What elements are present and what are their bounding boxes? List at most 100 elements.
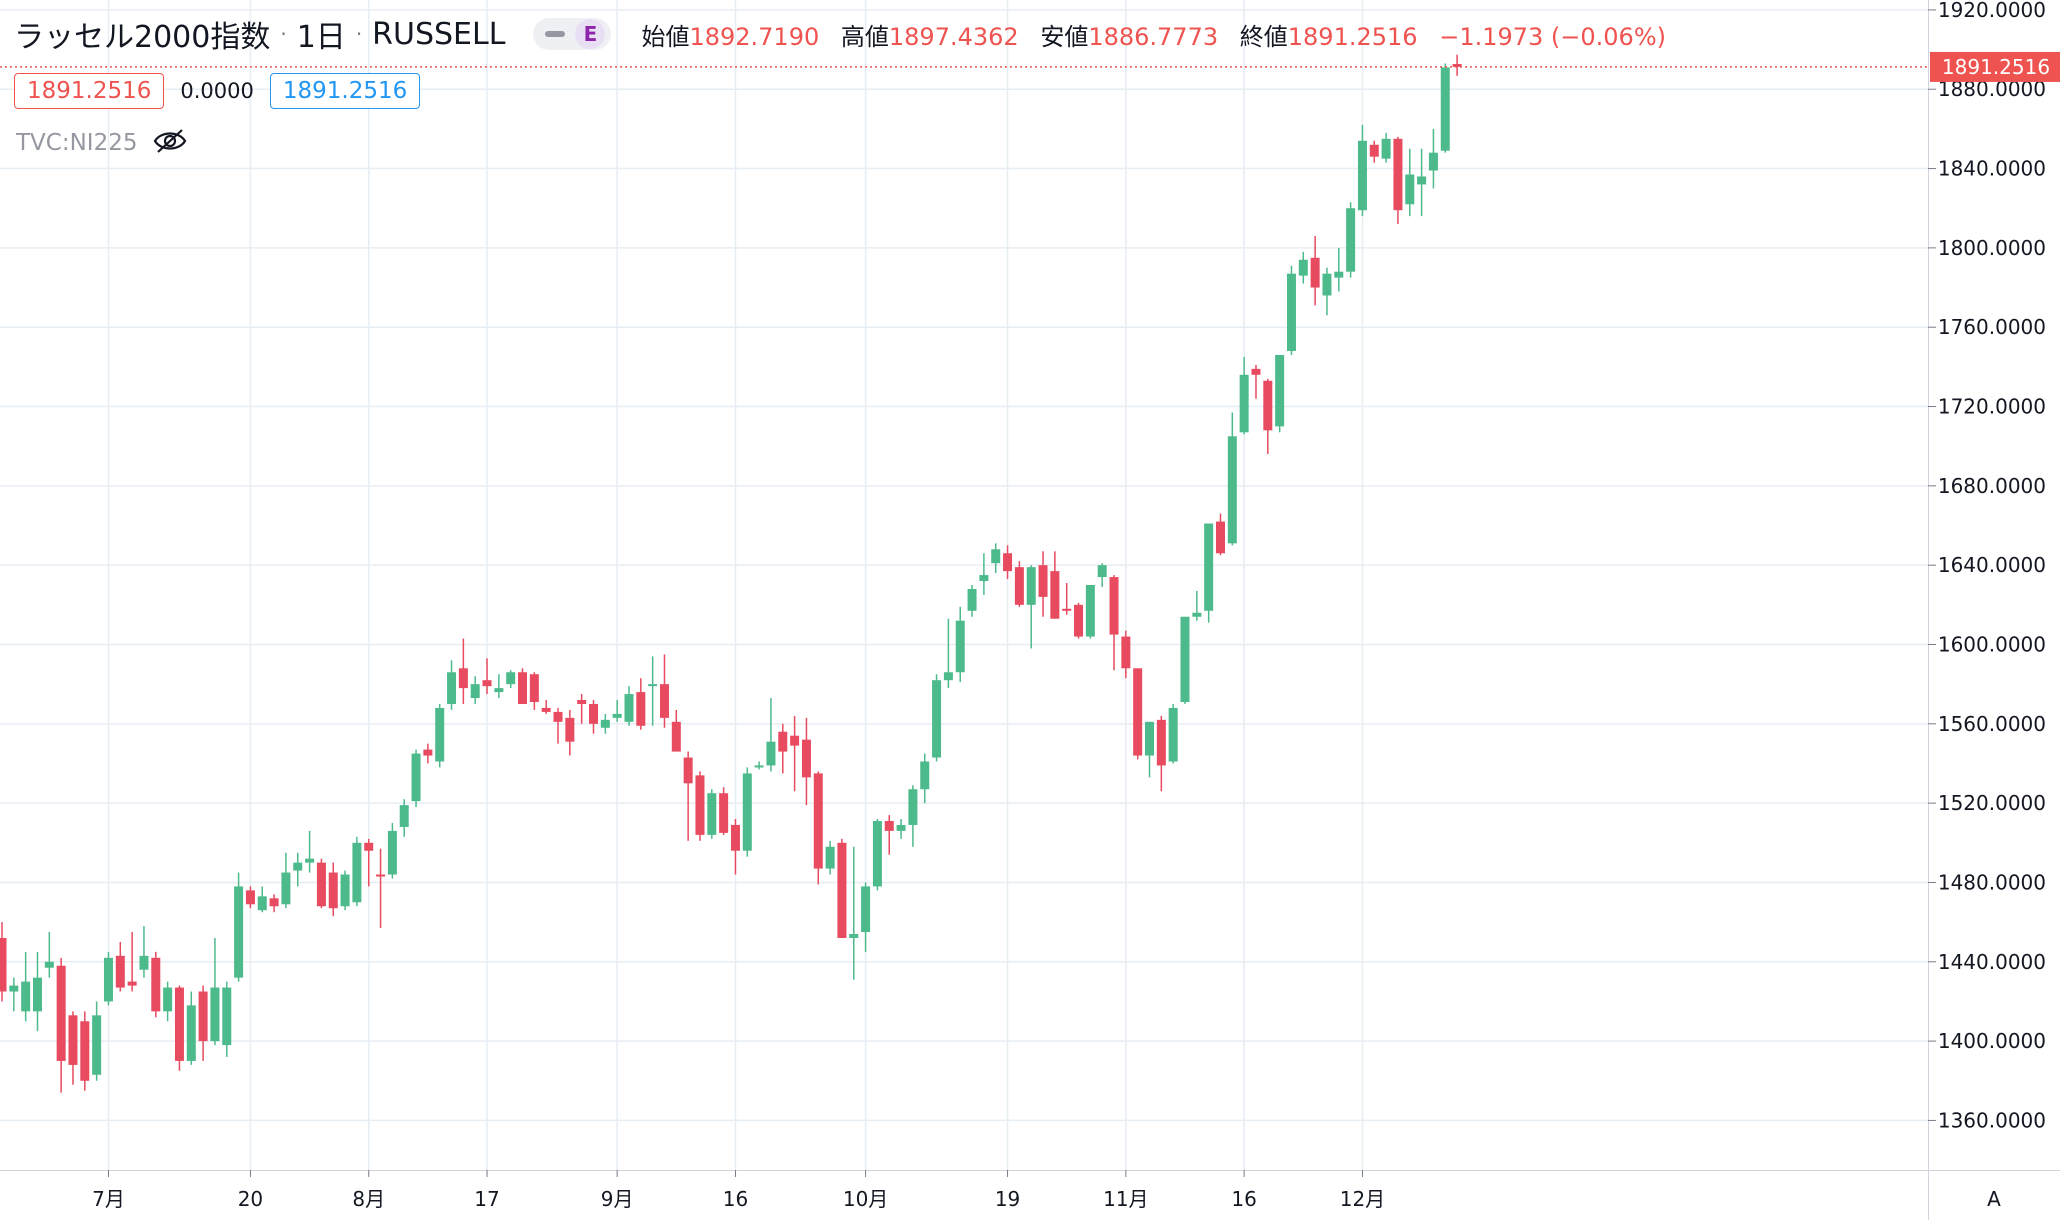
candle-body (837, 842, 847, 938)
candle-body (257, 896, 267, 911)
candle-body (896, 824, 906, 831)
y-tick-label: 1360.0000 (1938, 1108, 2046, 1132)
candle-body (920, 761, 930, 790)
candle (1215, 513, 1225, 556)
low-value: 1886.7773 (1088, 22, 1219, 51)
candle (636, 678, 646, 730)
candle-body (932, 680, 942, 758)
high-label: 高値 (840, 22, 889, 51)
candle (612, 700, 622, 722)
candle (222, 981, 232, 1057)
collapse-icon[interactable] (545, 31, 566, 37)
candle-body (1275, 354, 1285, 427)
candle (813, 771, 823, 885)
candle (1405, 148, 1415, 217)
eye-hidden-icon[interactable] (153, 128, 187, 158)
candle-body (683, 757, 693, 784)
candle-body (730, 824, 740, 851)
candle (719, 787, 729, 835)
candle (754, 761, 764, 770)
price-axis: 1920.00001880.00001840.00001800.00001760… (1928, 0, 2046, 1132)
candle-body (1393, 138, 1403, 211)
candle-body (470, 684, 480, 699)
candle (1239, 356, 1249, 435)
candle (399, 799, 409, 837)
candle (1204, 523, 1214, 623)
last-price-tag: 1891.2516 (1930, 51, 2060, 82)
ohlc-values: 始値1892.7190 高値1897.4362 安値1886.7773 終値18… (641, 17, 1666, 52)
interval-label[interactable]: 1日 (296, 20, 346, 55)
candle-body (127, 981, 137, 986)
status-badge[interactable]: E (533, 18, 612, 50)
candle-body (1251, 368, 1261, 375)
candle-body (234, 886, 244, 978)
candle (1417, 148, 1427, 217)
candle-body (281, 872, 291, 905)
title-separator: · (355, 22, 363, 46)
candle-body (955, 620, 965, 673)
auto-scale-button[interactable]: A (1987, 1187, 2001, 1211)
candle (115, 941, 125, 992)
buy-price-button[interactable]: 1891.2516 (269, 73, 421, 109)
candle (1003, 545, 1013, 580)
candle-body (707, 793, 717, 835)
candle-body (293, 862, 303, 871)
change-value: −1.1973 (−0.06%) (1439, 22, 1666, 51)
candle-body (1322, 273, 1332, 296)
candle (198, 985, 208, 1061)
candle (494, 674, 504, 699)
y-tick-label: 1920.0000 (1938, 0, 2046, 22)
candle-body (411, 753, 421, 802)
candle-body (1145, 721, 1155, 756)
candle-body (1346, 208, 1356, 272)
candle-body (813, 773, 823, 869)
y-tick-label: 1720.0000 (1938, 395, 2046, 419)
candle (671, 709, 681, 752)
candle-body (1133, 668, 1143, 756)
event-badge[interactable]: E (575, 19, 606, 49)
candle-body (825, 846, 835, 869)
y-tick-label: 1440.0000 (1938, 950, 2046, 974)
candle-body (991, 549, 1001, 564)
candle (411, 749, 421, 808)
candle-body (32, 977, 42, 1012)
candle (801, 717, 811, 806)
candle (163, 981, 173, 1022)
candle (1038, 551, 1048, 617)
candle (1227, 412, 1237, 546)
candle-body (1062, 608, 1072, 611)
candle-body (577, 700, 587, 704)
candle-body (1263, 380, 1273, 431)
candle-body (636, 692, 646, 726)
x-tick-label: 11月 (1103, 1187, 1148, 1211)
candle (979, 553, 989, 595)
candle (943, 618, 953, 689)
compare-symbol[interactable]: TVC:NI225 (16, 130, 138, 156)
candle-body (778, 731, 788, 752)
candle-body (1097, 565, 1107, 578)
candle-body (695, 775, 705, 835)
symbol-title[interactable]: ラッセル2000指数 (14, 20, 271, 55)
candle (849, 846, 859, 980)
candle-body (1121, 636, 1131, 669)
y-tick-label: 1480.0000 (1938, 870, 2046, 894)
candle-body (1405, 174, 1415, 205)
candle (139, 926, 149, 978)
candle (210, 937, 220, 1046)
candle-body (1168, 707, 1178, 762)
sell-price-button[interactable]: 1891.2516 (14, 73, 165, 109)
y-tick-label: 1560.0000 (1938, 712, 2046, 736)
candle (730, 819, 740, 875)
y-tick-label: 1680.0000 (1938, 474, 2046, 498)
candle (1357, 124, 1367, 217)
candle-body (1156, 719, 1166, 766)
candle (1286, 265, 1296, 355)
candle-body (435, 707, 445, 762)
candle (896, 819, 906, 839)
candle (1085, 585, 1095, 639)
candle (1452, 54, 1462, 76)
candle-body (68, 1015, 78, 1065)
candle (186, 991, 196, 1065)
candle (707, 789, 717, 839)
